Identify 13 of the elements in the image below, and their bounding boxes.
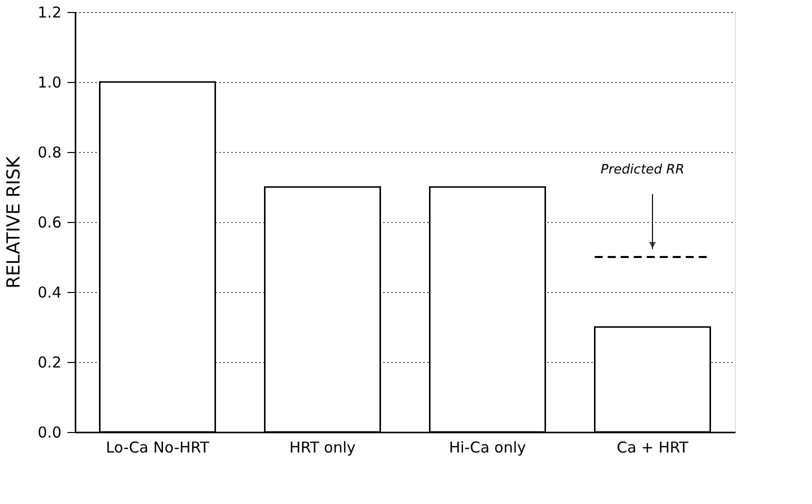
y-tick-label: 0.4	[38, 284, 62, 302]
y-axis-title: RELATIVE RISK	[4, 155, 25, 288]
y-tick-label: 0.0	[38, 424, 62, 442]
y-tick-label: 1.0	[38, 74, 62, 92]
y-tick-label: 1.2	[38, 4, 62, 22]
x-tick-label: Lo-Ca No-HRT	[106, 438, 210, 456]
ref-line-label: Predicted RR	[600, 162, 684, 178]
y-tick-label: 0.6	[38, 214, 62, 232]
y-tick-label: 0.8	[38, 144, 62, 162]
x-tick-label: Hi-Ca only	[448, 438, 526, 456]
y-tick-label: 0.2	[38, 354, 62, 372]
x-tick-label: HRT only	[289, 438, 356, 456]
x-tick-label: Ca + HRT	[616, 438, 690, 456]
